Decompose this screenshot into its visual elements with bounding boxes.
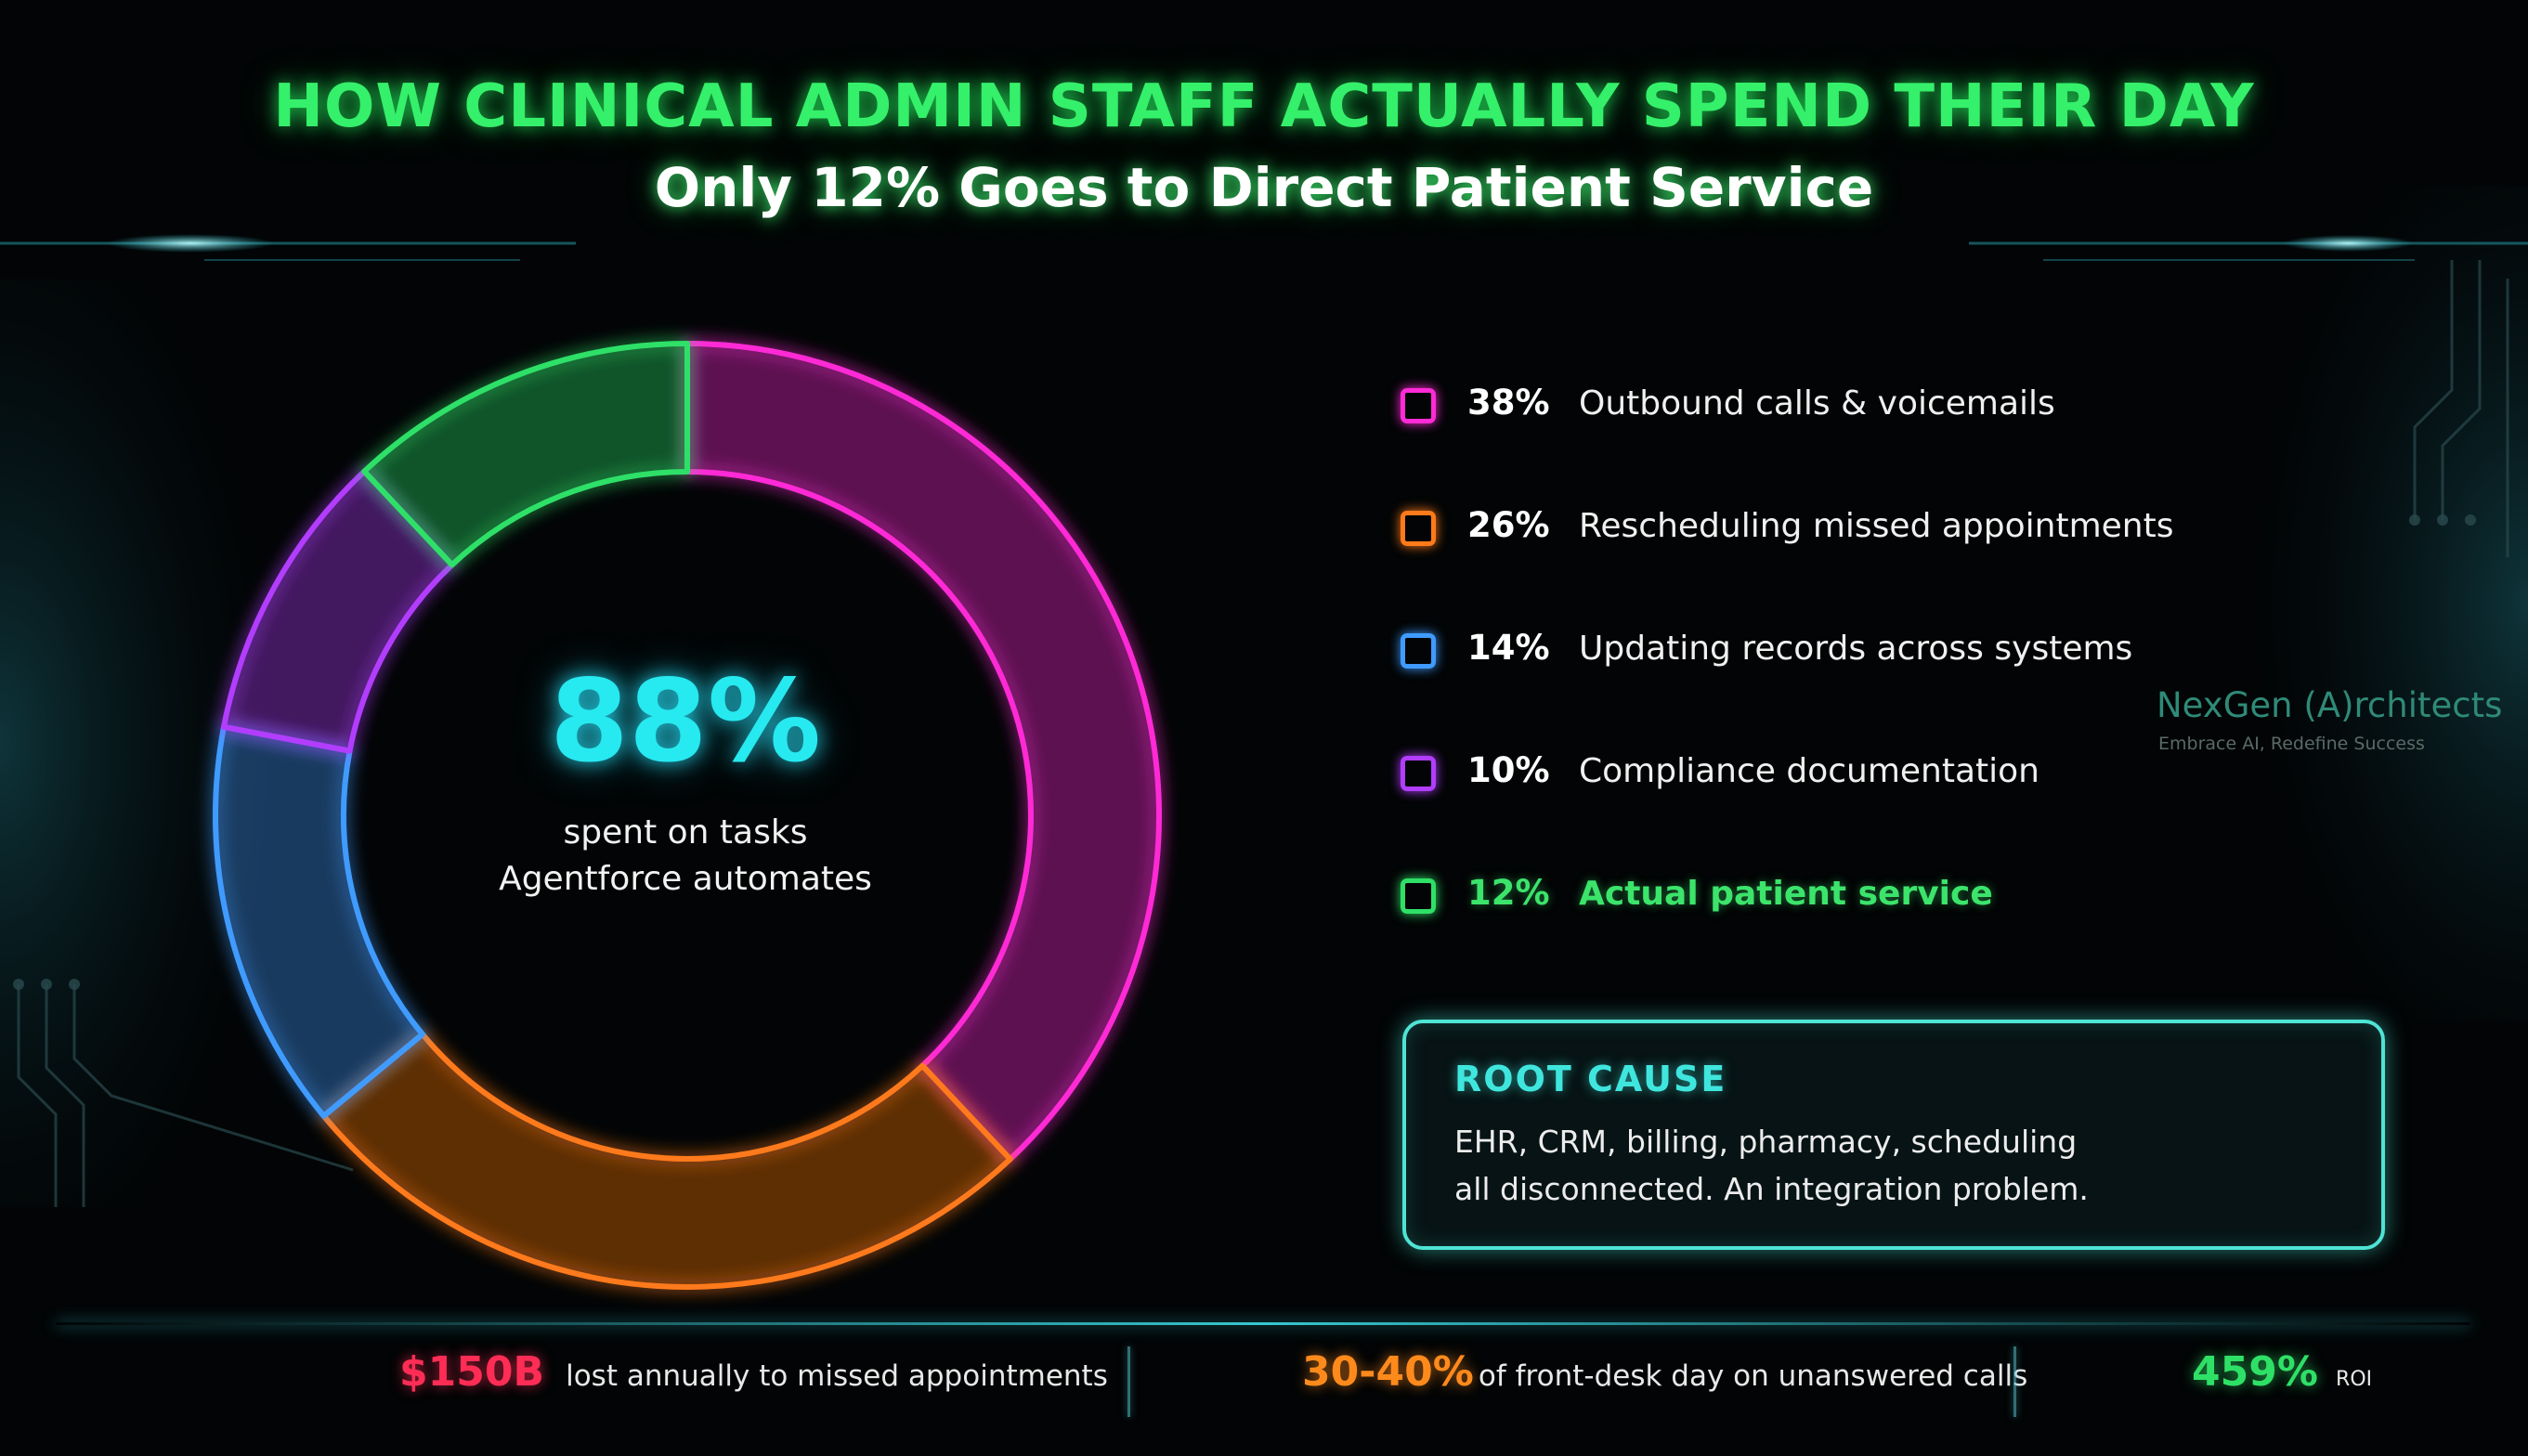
legend-item-updating-records: 14% Updating records across systems: [1401, 624, 2329, 683]
stat-unanswered-calls: 30-40% of front-desk day on unanswered c…: [1302, 1348, 2027, 1413]
root-cause-title: ROOT CAUSE: [1454, 1059, 1727, 1099]
legend-pct: 10%: [1467, 750, 1550, 790]
stat-text: lost annually to missed appointments: [566, 1359, 1108, 1393]
legend-label: Rescheduling missed appointments: [1579, 507, 2174, 545]
legend-item-compliance: 10% Compliance documentation: [1401, 747, 2329, 806]
legend-item-patient-service: 12% Actual patient service: [1401, 869, 2329, 929]
slice-updating-records: [213, 723, 425, 1119]
center-caption-line2: Agentforce automates: [499, 860, 872, 898]
legend-label: Outbound calls & voicemails: [1579, 384, 2055, 422]
brand-tagline: Embrace AI, Redefine Success: [2158, 734, 2425, 754]
footer-divider: [1127, 1346, 1130, 1417]
stat-missed-appointments: $150B lost annually to missed appointmen…: [399, 1348, 1108, 1413]
legend-label: Compliance documentation: [1579, 752, 2040, 790]
legend-swatch-purple: [1401, 756, 1436, 791]
root-cause-text: EHR, CRM, billing, pharmacy, scheduling …: [1454, 1118, 2346, 1213]
brand-logo: NexGen (A)rchitects: [2157, 685, 2503, 725]
legend-item-rescheduling: 26% Rescheduling missed appointments: [1401, 501, 2329, 561]
legend-label: Actual patient service: [1579, 875, 1993, 913]
slice-outbound-calls: [684, 341, 1162, 1163]
legend-swatch-blue: [1401, 633, 1436, 669]
stat-text: of front-desk day on unanswered calls: [1478, 1359, 2028, 1393]
legend-item-outbound-calls: 38% Outbound calls & voicemails: [1401, 379, 2329, 438]
stat-value: $150B: [399, 1348, 544, 1396]
legend-swatch-green: [1401, 878, 1436, 914]
legend-pct: 38%: [1467, 383, 1550, 422]
slice-rescheduling: [320, 1031, 1013, 1290]
footer-divider: [2013, 1346, 2016, 1417]
chart-title: HOW CLINICAL ADMIN STAFF ACTUALLY SPEND …: [273, 72, 2255, 141]
stat-value: 459%: [2192, 1348, 2318, 1396]
donut-chart: [213, 341, 1162, 1290]
stat-roi: 459% ROI: [2192, 1348, 2372, 1413]
footer-divider-line: [56, 1322, 2470, 1325]
root-cause-line2: all disconnected. An integration problem…: [1454, 1171, 2089, 1207]
center-value: 88%: [549, 656, 821, 787]
legend-swatch-orange: [1401, 511, 1436, 546]
chart-subtitle: Only 12% Goes to Direct Patient Service: [654, 156, 1874, 219]
center-caption-line1: spent on tasks: [563, 813, 808, 852]
legend-pct: 26%: [1467, 505, 1550, 545]
legend-pct: 12%: [1467, 873, 1550, 913]
legend-pct: 14%: [1467, 628, 1550, 668]
root-cause-box: ROOT CAUSE EHR, CRM, billing, pharmacy, …: [1402, 1020, 2385, 1250]
legend-label: Updating records across systems: [1579, 630, 2133, 668]
stat-text: ROI: [2336, 1368, 2373, 1391]
stat-value: 30-40%: [1302, 1348, 1474, 1396]
legend-swatch-magenta: [1401, 388, 1436, 423]
slice-patient-service: [361, 341, 690, 568]
center-caption: spent on tasks Agentforce automates: [407, 810, 964, 903]
root-cause-line1: EHR, CRM, billing, pharmacy, scheduling: [1454, 1124, 2078, 1160]
